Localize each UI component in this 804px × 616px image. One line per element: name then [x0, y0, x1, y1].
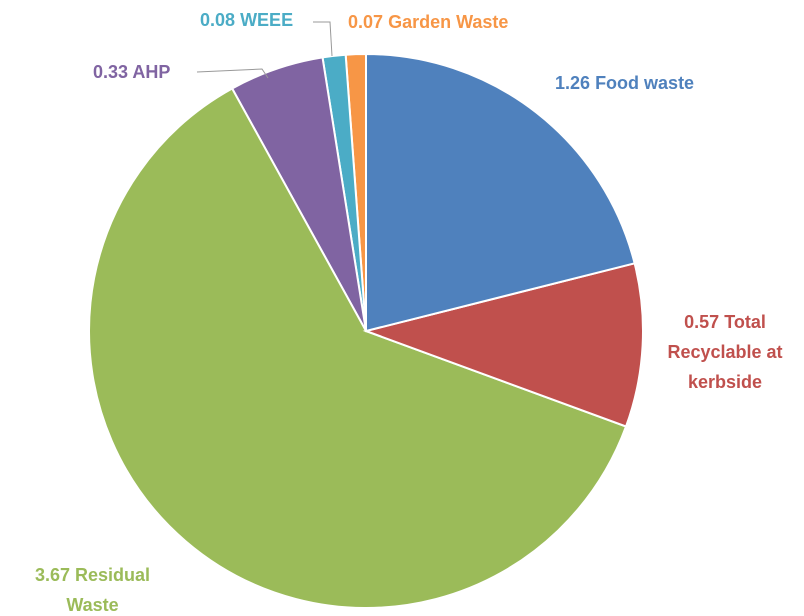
- value-label: 1.26: [555, 73, 591, 93]
- data-label: 0.57 Total Recyclable at kerbside: [655, 307, 795, 397]
- value-label: 3.67: [34, 565, 70, 585]
- value-label: 0.07: [348, 12, 384, 32]
- data-label: 0.33 AHP: [93, 57, 203, 87]
- pie-slice: [88, 87, 628, 609]
- data-label: 0.07 Garden Waste: [348, 7, 578, 37]
- category-label: Food waste: [595, 73, 695, 93]
- pie-slice: [365, 52, 636, 333]
- leader-line: [313, 21, 333, 57]
- data-label: 3.67 Residual Waste: [10, 560, 175, 616]
- data-label: 0.08 WEEE: [200, 5, 320, 35]
- leader-line: [196, 68, 269, 79]
- value-label: 0.08: [200, 10, 236, 30]
- category-label: Residual Waste: [66, 565, 151, 615]
- category-label: AHP: [132, 62, 171, 82]
- category-label: Total Recyclable at kerbside: [667, 312, 783, 392]
- category-label: Garden Waste: [388, 12, 509, 32]
- value-label: 0.57: [684, 312, 720, 332]
- category-label: WEEE: [240, 10, 294, 30]
- data-label: 1.26 Food waste: [555, 68, 795, 98]
- pie-slice: [362, 262, 644, 428]
- value-label: 0.33: [93, 62, 129, 82]
